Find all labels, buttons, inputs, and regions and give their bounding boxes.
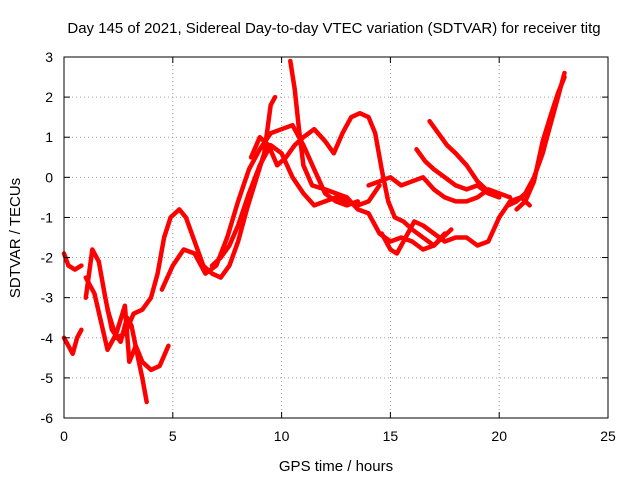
plot-frame (63, 56, 609, 419)
y-tick-labels: -6 -5 -4 -3 -2 -1 0 1 2 3 (41, 49, 54, 426)
y-tick-label: 0 (45, 169, 53, 185)
y-tick-label: 2 (45, 89, 53, 105)
y-tick-label: -1 (41, 209, 54, 225)
series-line-sat-5 (105, 94, 278, 341)
series-line-sat-11 (366, 175, 513, 204)
y-tick-label: 3 (45, 49, 53, 65)
series-line-sat-10 (379, 195, 532, 256)
x-tick-label: 25 (600, 428, 616, 444)
x-tick-label: 0 (60, 428, 68, 444)
axis-ticks (63, 56, 609, 419)
x-tick-label: 20 (491, 428, 507, 444)
x-tick-label: 10 (274, 428, 290, 444)
y-tick-label: -3 (41, 290, 54, 306)
series-line-sat-6 (159, 122, 361, 292)
chart-title: Day 145 of 2021, Sidereal Day-to-day VTE… (67, 20, 600, 37)
x-axis-label: GPS time / hours (279, 458, 393, 475)
series-line-sat-9 (288, 58, 448, 252)
series-line-sat-1 (61, 251, 84, 272)
x-tick-label: 5 (169, 428, 177, 444)
y-tick-label: -2 (41, 250, 54, 266)
y-tick-label: -5 (41, 370, 54, 386)
x-tick-label: 15 (383, 428, 399, 444)
y-axis-label: SDTVAR / TECUs (7, 178, 24, 298)
y-tick-label: -6 (41, 410, 54, 426)
series-line-sat-8 (248, 110, 454, 248)
series-line-sat-2 (61, 327, 84, 357)
chart-grid (64, 57, 608, 418)
series-line-sat-13 (427, 118, 489, 192)
series-line-sat-15 (514, 74, 567, 212)
series-line-sat-3 (83, 247, 149, 405)
x-tick-labels: 0 5 10 15 20 25 (60, 428, 616, 444)
y-tick-label: 1 (45, 129, 53, 145)
y-tick-label: -4 (41, 330, 54, 346)
chart-series (61, 58, 567, 405)
